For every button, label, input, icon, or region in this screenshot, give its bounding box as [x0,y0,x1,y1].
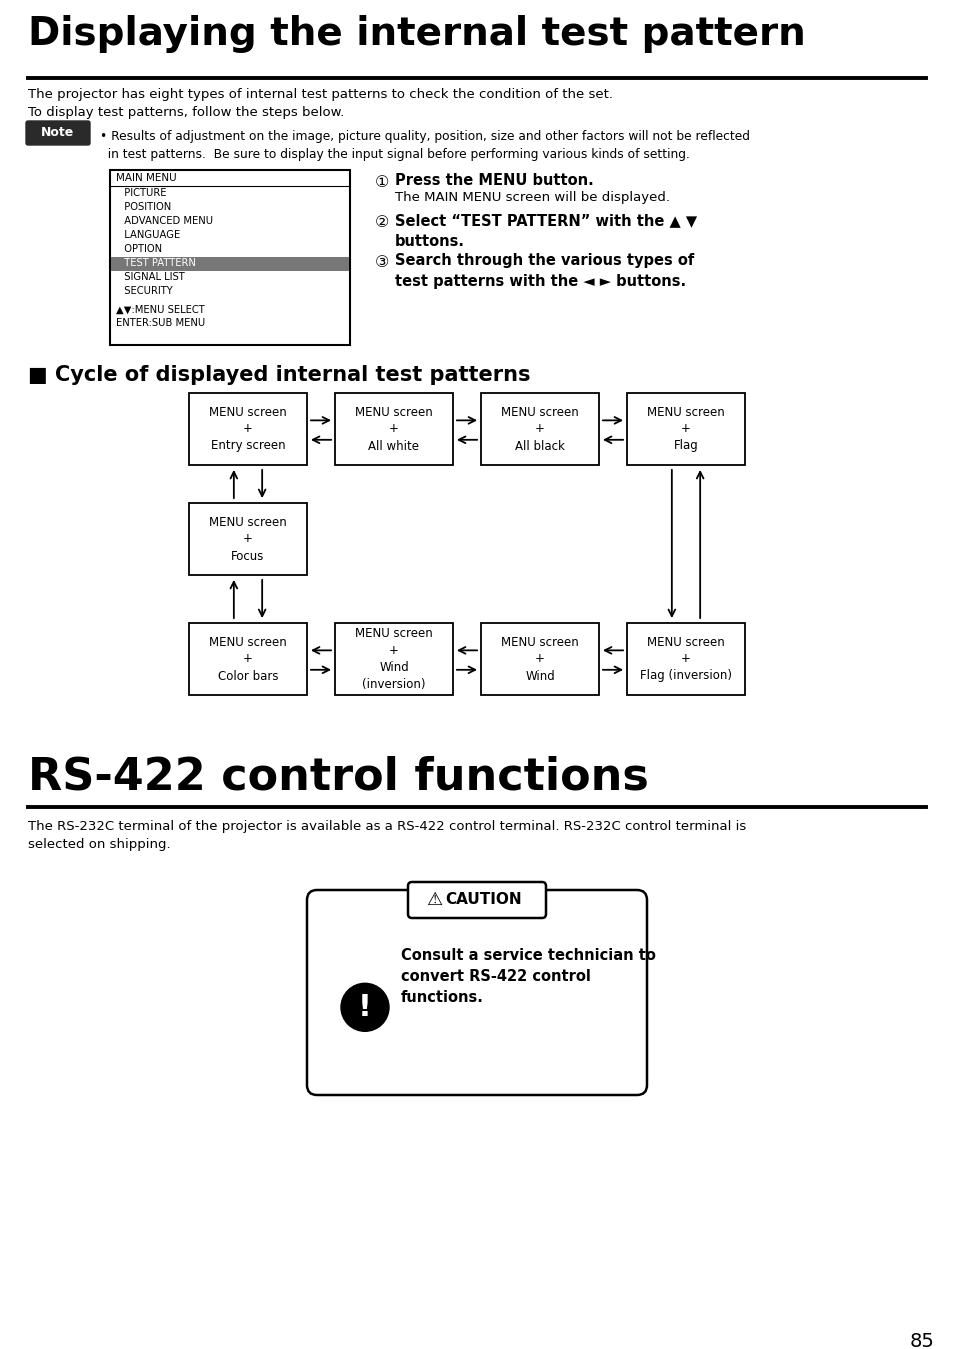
FancyBboxPatch shape [307,890,646,1095]
Text: Note: Note [41,127,74,139]
Bar [189,623,307,695]
Text: Search through the various types of
test patterns with the ◄ ► buttons.: Search through the various types of test… [395,254,694,289]
Bar [626,623,744,695]
Text: PICTURE: PICTURE [118,188,167,198]
Text: The MAIN MENU screen will be displayed.: The MAIN MENU screen will be displayed. [395,192,669,204]
FancyBboxPatch shape [26,121,90,144]
Text: MENU screen
+
Wind: MENU screen + Wind [500,635,578,683]
Bar [480,623,598,695]
Text: SECURITY: SECURITY [118,286,172,295]
Circle shape [340,983,389,1031]
Text: Consult a service technician to
convert RS-422 control
functions.: Consult a service technician to convert … [400,948,656,1005]
Text: Displaying the internal test pattern: Displaying the internal test pattern [28,15,805,53]
Text: Press the MENU button.: Press the MENU button. [395,173,593,188]
Text: ①: ① [375,175,389,190]
Text: The projector has eight types of internal test patterns to check the condition o: The projector has eight types of interna… [28,88,613,119]
Text: ▲▼:MENU SELECT
ENTER:SUB MENU: ▲▼:MENU SELECT ENTER:SUB MENU [116,305,205,328]
Text: ADVANCED MENU: ADVANCED MENU [118,216,213,227]
Text: !: ! [357,993,372,1021]
Text: MENU screen
+
Wind
(inversion): MENU screen + Wind (inversion) [355,627,433,691]
Text: MENU screen
+
All white: MENU screen + All white [355,406,433,452]
Bar [626,393,744,465]
Text: MENU screen
+
Color bars: MENU screen + Color bars [209,635,287,683]
Bar [189,393,307,465]
Text: OPTION: OPTION [118,244,162,254]
Text: ②: ② [375,214,389,229]
Text: MENU screen
+
All black: MENU screen + All black [500,406,578,452]
Text: 85: 85 [909,1331,934,1349]
Text: RS-422 control functions: RS-422 control functions [28,755,648,799]
Text: MENU screen
+
Entry screen: MENU screen + Entry screen [209,406,287,452]
Text: MAIN MENU: MAIN MENU [116,173,176,183]
Text: MENU screen
+
Flag (inversion): MENU screen + Flag (inversion) [639,635,731,683]
Bar [189,503,307,575]
Text: ⚠: ⚠ [425,890,441,909]
Text: Select “TEST PATTERN” with the ▲ ▼
buttons.: Select “TEST PATTERN” with the ▲ ▼ butto… [395,213,697,250]
Bar [335,623,453,695]
Text: The RS-232C terminal of the projector is available as a RS-422 control terminal.: The RS-232C terminal of the projector is… [28,820,745,851]
Text: • Results of adjustment on the image, picture quality, position, size and other : • Results of adjustment on the image, pi… [100,130,749,161]
Bar [335,393,453,465]
Bar [111,258,349,271]
Text: TEST PATTERN: TEST PATTERN [118,258,195,268]
Bar [110,170,350,345]
Bar [480,393,598,465]
FancyBboxPatch shape [408,882,545,919]
Text: ■ Cycle of displayed internal test patterns: ■ Cycle of displayed internal test patte… [28,366,530,384]
Text: LANGUAGE: LANGUAGE [118,229,180,240]
Text: SIGNAL LIST: SIGNAL LIST [118,272,185,282]
Text: ③: ③ [375,255,389,270]
Text: POSITION: POSITION [118,202,172,212]
Text: MENU screen
+
Flag: MENU screen + Flag [646,406,724,452]
Text: CAUTION: CAUTION [445,893,521,908]
Text: MENU screen
+
Focus: MENU screen + Focus [209,515,287,563]
